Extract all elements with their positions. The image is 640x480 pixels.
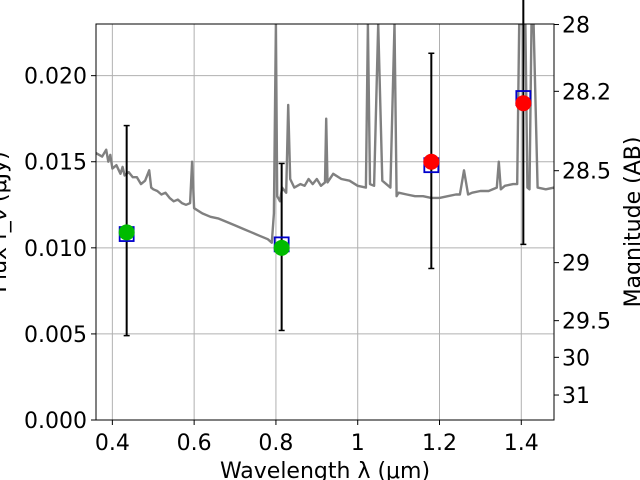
- model-spectrum-line: [96, 24, 554, 244]
- observed-point: [423, 153, 440, 170]
- x-tick-label: 0.8: [258, 431, 293, 456]
- x-tick-label: 0.6: [177, 431, 212, 456]
- observed-point: [273, 239, 290, 256]
- observed-point: [118, 224, 135, 241]
- y-axis-label: Flux f_ν (μJy): [0, 151, 12, 292]
- y-tick-label: 0.010: [24, 237, 87, 262]
- x-tick-label: 0.4: [95, 431, 130, 456]
- plot-frame: [95, 23, 555, 421]
- y2-tick-label: 31: [562, 384, 590, 409]
- x-axis-label: Wavelength λ (μm): [220, 459, 430, 480]
- x-axis-ticks: 0.4 0.6 0.8 1 1.2 1.4: [95, 420, 539, 456]
- x-tick-label: 1.4: [504, 431, 539, 456]
- observed-point: [515, 95, 532, 112]
- y-tick-label: 0.005: [24, 323, 87, 348]
- y2-tick-label: 28.2: [562, 80, 611, 105]
- y2-tick-label: 30: [562, 346, 590, 371]
- x-tick-label: 1.2: [422, 431, 457, 456]
- y2-tick-label: 29.5: [562, 310, 611, 335]
- observed-points: [118, 95, 532, 256]
- y2-axis-label: Magnitude (AB): [621, 137, 640, 308]
- y2-tick-label: 28.5: [562, 160, 611, 185]
- y2-tick-label: 28: [562, 14, 590, 39]
- y-tick-label: 0.020: [24, 65, 87, 90]
- y2-axis-ticks: 28 28.2 28.5 29 29.5 30 31: [554, 14, 611, 409]
- y-tick-label: 0.015: [24, 151, 87, 176]
- y2-tick-label: 29: [562, 252, 590, 277]
- y-tick-label: 0.000: [24, 409, 87, 434]
- x-tick-label: 1: [351, 431, 365, 456]
- y-axis-ticks: 0.000 0.005 0.010 0.015 0.020: [24, 65, 96, 434]
- grid: [96, 24, 554, 421]
- model-spectrum: [96, 24, 554, 244]
